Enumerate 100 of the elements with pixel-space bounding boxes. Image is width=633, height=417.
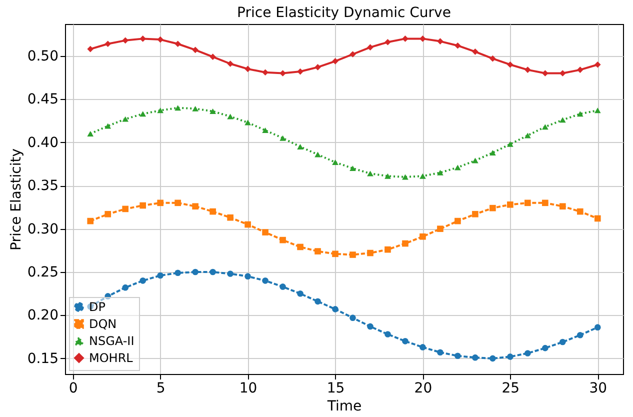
y-tick-label: 0.45 [27,92,58,108]
point [524,200,531,206]
point [104,293,112,300]
point [297,68,304,75]
point [262,278,268,284]
point [454,164,461,170]
point [87,131,94,136]
point [157,108,164,114]
point [559,70,566,76]
legend-label: DP [89,300,106,314]
point [576,332,584,338]
point [384,331,391,338]
point [420,344,426,350]
point [576,208,584,215]
point [262,69,268,76]
x-tick-label: 15 [326,380,345,396]
x-tick-label: 10 [239,380,258,396]
point [472,48,478,55]
point [542,344,548,352]
point [122,116,129,122]
point [367,250,374,256]
point [104,210,112,218]
chart-title: Price Elasticity Dynamic Curve [237,5,451,21]
point [594,324,601,330]
point [350,51,356,58]
y-tick-label: 0.20 [27,308,58,324]
x-tick-label: 25 [502,380,520,396]
x-tick-label: 0 [68,380,78,396]
y-tick-label: 0.35 [27,178,58,194]
y-tick-label: 0.50 [27,48,58,64]
point [437,38,444,44]
point [157,36,164,43]
point [507,141,514,147]
point [122,284,129,291]
point [437,226,444,232]
point [244,273,251,280]
point [227,214,234,221]
point [594,108,601,114]
point [507,201,514,208]
point [350,252,356,258]
point [402,174,408,180]
point [437,349,444,356]
point [332,160,338,166]
point [367,170,374,176]
point [210,54,216,60]
point [559,203,566,210]
point [542,124,548,130]
point [402,36,408,42]
point [490,204,496,212]
point [210,108,216,114]
legend-label: DQN [89,317,117,331]
point [87,218,94,224]
point [507,61,514,68]
point [454,42,461,49]
point [402,240,408,247]
point [104,123,112,129]
point [490,355,496,362]
x-tick-label: 5 [156,380,166,396]
point [576,66,584,73]
point [192,203,198,210]
point [594,61,601,68]
point [384,246,391,253]
point [210,268,216,276]
point [420,36,426,42]
point [594,215,601,222]
point [262,229,268,236]
point [244,221,251,228]
point [314,248,321,254]
point [350,166,356,172]
x-tick-label: 20 [414,380,432,396]
point [367,44,374,50]
point [192,106,198,112]
point [174,270,181,276]
point [437,170,444,176]
point [122,206,129,212]
point [227,60,234,67]
point [227,114,234,120]
point [314,298,321,305]
y-tick-label: 0.40 [27,134,58,151]
point [140,111,146,117]
point [454,218,461,224]
point [297,144,304,150]
point [524,66,531,73]
point [367,323,374,330]
point [244,66,251,72]
point [280,236,286,244]
point [332,306,338,312]
point [472,354,478,361]
point [210,208,216,215]
point [384,38,391,46]
x-axis-title: Time [326,398,362,414]
point [384,173,391,179]
point [559,117,566,123]
point [174,105,181,111]
y-tick-label: 0.15 [27,350,58,367]
point [174,40,181,48]
point [104,40,112,48]
point [472,158,478,164]
point [227,270,234,277]
point [559,338,566,346]
